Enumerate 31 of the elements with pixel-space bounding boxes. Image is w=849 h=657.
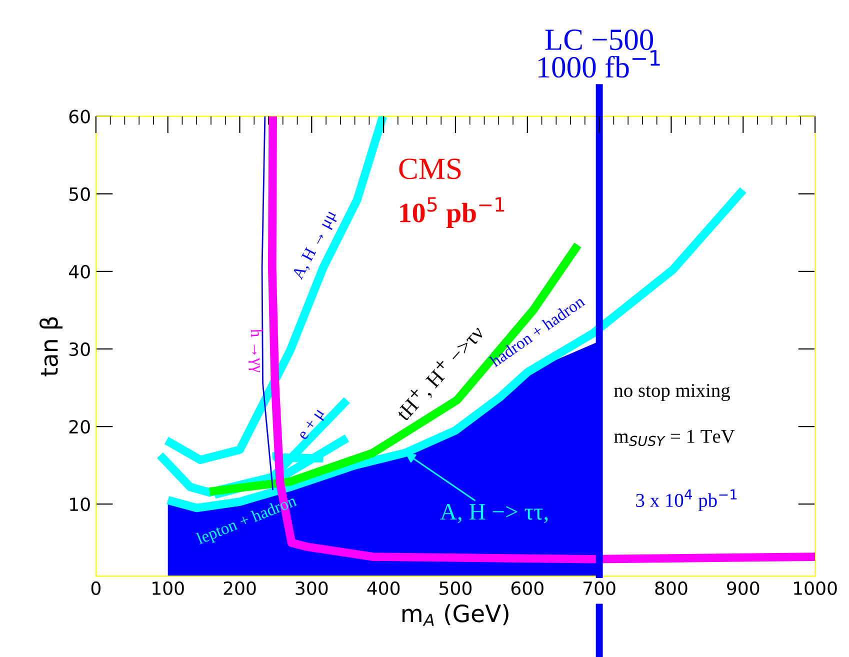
x-tick-label: 600 [511,581,544,596]
x-axis-title: m$_{A}$ (GeV) [402,604,508,626]
annotation: no stop mixing [614,384,730,402]
x-tick-label: 700 [584,581,616,596]
y-tick-label: 20 [69,420,90,434]
annotation: CMS [399,158,461,180]
x-tick-label: 100 [152,581,184,596]
annotation: h →γγ [247,328,264,373]
y-tick-label: 30 [69,342,90,356]
x-tick-label: 400 [367,581,400,596]
annotation: 10$^{5}$ pb$^{−1}$ [400,197,504,228]
x-tick-label: 200 [224,581,256,596]
y-tick-label: 50 [69,187,90,201]
ref-line-label: LC −500 1000 fb$^{−1}$ [538,29,660,78]
x-tick-label: 1000 [794,581,837,596]
y-axis-title: tan β [40,317,63,376]
x-tick-label: 300 [296,581,328,596]
annotation: A, H → μμ [291,209,340,282]
annotation: lepton + hadron [195,494,299,548]
x-tick-label: 500 [440,581,472,596]
annotation: A, H −> ττ, [440,504,548,524]
y-tick-label: 40 [68,264,90,279]
annotation: tH$^{+}$, H$^{+}$ −>τν [392,322,488,424]
annotation: m$_{SUSY}$ = 1 TeV [614,430,735,446]
annotation: e + μ [298,408,328,442]
x-tick-label: 800 [655,581,688,596]
x-tick-label: 0 [91,581,100,596]
x-tick-label: 900 [727,581,760,596]
y-tick-label: 10 [70,498,90,512]
y-tick-label: 60 [69,110,90,124]
annotation: 3 x 10$^{4}$ pb$^{−1}$ [636,489,737,511]
